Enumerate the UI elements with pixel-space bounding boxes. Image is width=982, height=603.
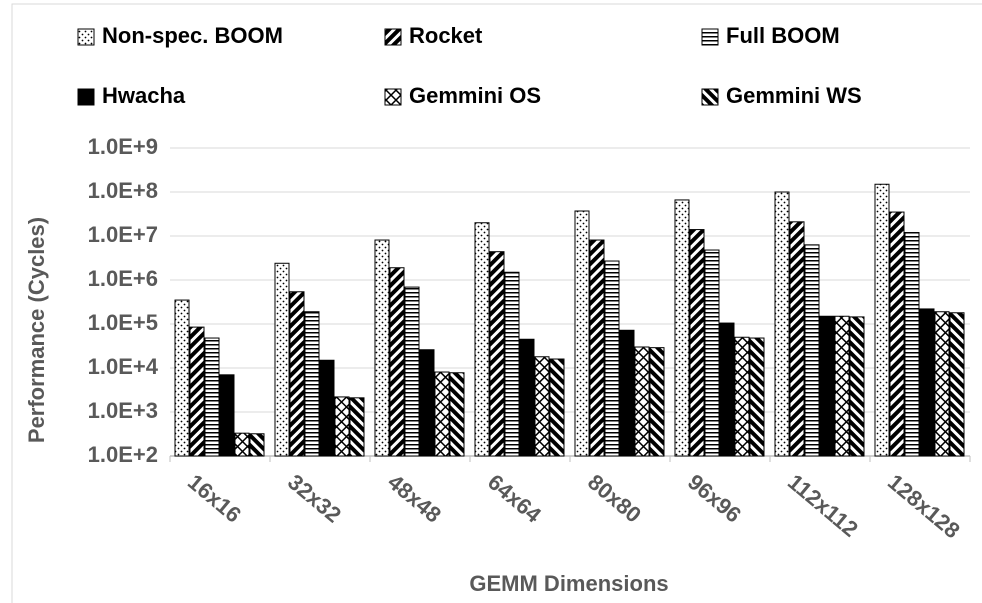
bar (604, 260, 620, 457)
bar (419, 349, 435, 457)
y-tick-label: 1.0E+5 (88, 310, 158, 335)
bar (834, 315, 850, 457)
bar (319, 359, 335, 457)
bar (234, 432, 250, 457)
y-tick-label: 1.0E+2 (88, 442, 158, 467)
bar (434, 371, 450, 457)
legend-swatch (384, 28, 402, 46)
bar (689, 229, 705, 457)
bar (704, 249, 720, 457)
x-tick-label: 16x16 (183, 469, 246, 527)
bar (349, 397, 365, 457)
legend-swatch (77, 88, 95, 106)
bar (249, 433, 265, 457)
legend-label: Non-spec. BOOM (102, 23, 283, 48)
bar (634, 346, 650, 457)
bar (489, 251, 505, 457)
frame (11, 3, 982, 603)
x-axis-label: GEMM Dimensions (469, 571, 668, 596)
bar (734, 336, 750, 457)
x-tick-label: 48x48 (383, 469, 446, 527)
bar (449, 372, 465, 457)
bar (174, 299, 190, 457)
x-tick-label: 32x32 (283, 469, 346, 527)
legend-label: Rocket (409, 23, 483, 48)
bar (189, 326, 205, 457)
x-tick-label: 112x112 (783, 469, 863, 542)
bar (874, 183, 890, 457)
bar (849, 316, 865, 457)
y-tick-label: 1.0E+8 (88, 178, 158, 203)
bar (674, 199, 690, 457)
bar (389, 267, 405, 457)
bar (804, 244, 820, 457)
bar (619, 329, 635, 457)
legend-label: Gemmini OS (409, 83, 541, 108)
bar (304, 311, 320, 457)
x-tick-label: 64x64 (483, 469, 547, 528)
bar (749, 337, 765, 457)
bar (519, 338, 535, 457)
legend-swatch (701, 28, 719, 46)
y-tick-label: 1.0E+6 (88, 266, 158, 291)
legend-label: Gemmini WS (726, 83, 862, 108)
bar (274, 262, 290, 457)
bar (589, 239, 605, 457)
legend-swatch (384, 88, 402, 106)
x-tick-label: 96x96 (683, 469, 746, 527)
bar (649, 347, 665, 457)
legend-label: Full BOOM (726, 23, 840, 48)
legend-swatch (701, 88, 719, 106)
bar (934, 311, 950, 457)
bar (949, 312, 965, 457)
bar (774, 191, 790, 457)
legend-swatch (77, 28, 95, 46)
y-tick-label: 1.0E+9 (88, 134, 158, 159)
bar (474, 222, 490, 457)
y-tick-label: 1.0E+3 (88, 398, 158, 423)
y-tick-label: 1.0E+4 (88, 354, 159, 379)
y-tick-label: 1.0E+7 (88, 222, 158, 247)
x-tick-label: 128x128 (883, 469, 965, 543)
bar (204, 337, 220, 457)
bar (219, 374, 235, 457)
bar (904, 232, 920, 457)
bar (574, 210, 590, 457)
bar (549, 358, 565, 457)
bar (819, 315, 835, 457)
bar (374, 239, 390, 457)
bar (504, 271, 520, 457)
bar (789, 221, 805, 457)
bar (334, 396, 350, 457)
x-tick-label: 80x80 (583, 469, 646, 527)
bar (889, 211, 905, 457)
y-axis-label: Performance (Cycles) (24, 217, 49, 443)
legend-label: Hwacha (102, 83, 186, 108)
bar (289, 291, 305, 457)
bar (719, 322, 735, 457)
bar (534, 356, 550, 457)
bar (404, 286, 420, 457)
bar (919, 308, 935, 457)
